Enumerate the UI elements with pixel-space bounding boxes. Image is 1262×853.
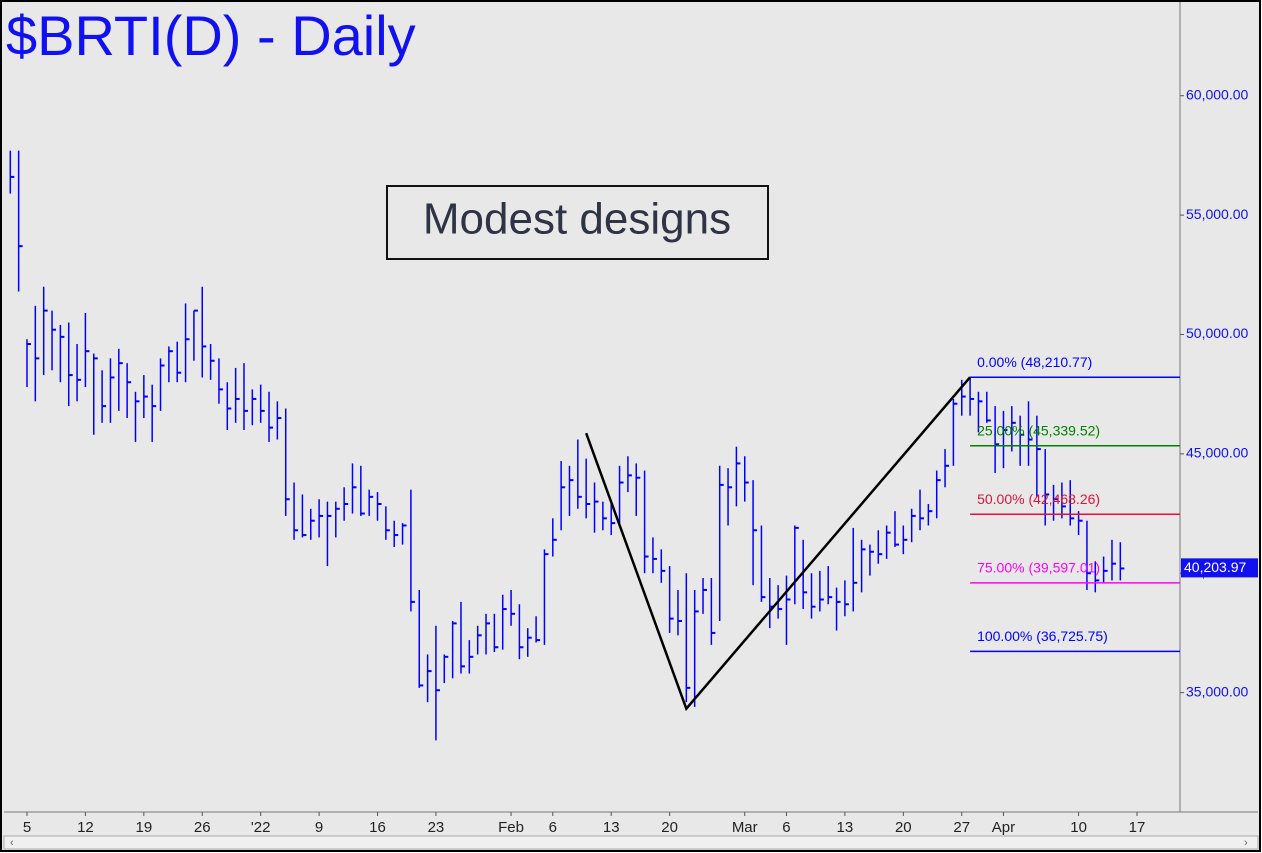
y-tick-label: 45,000.00: [1186, 445, 1248, 461]
last-price-tag: [1181, 558, 1258, 578]
x-tick-label: 20: [895, 819, 912, 836]
x-tick-label: Apr: [992, 819, 1015, 836]
x-tick-label: 26: [194, 819, 211, 836]
scrollbar[interactable]: [3, 835, 1259, 850]
y-tick-label: 55,000.00: [1186, 206, 1248, 222]
x-tick-label: 27: [953, 819, 970, 836]
x-tick-label: 13: [603, 819, 620, 836]
x-tick-label: 5: [23, 819, 31, 836]
annotation: Modest designs: [423, 195, 731, 244]
fib-label: 0.00% (48,210.77): [977, 354, 1092, 370]
x-tick-label: 9: [315, 819, 323, 836]
scroll-left[interactable]: ‹: [10, 837, 14, 849]
x-tick-label: 6: [782, 819, 790, 836]
y-tick-label: 50,000.00: [1186, 325, 1248, 341]
last-price-label: 40,203.97: [1184, 559, 1246, 575]
x-tick-label: 10: [1070, 819, 1087, 836]
annotation-box: [386, 185, 769, 260]
x-tick-label: 23: [428, 819, 445, 836]
chart-title: $BRTI(D) - Daily: [6, 4, 416, 67]
x-tick-label: Mar: [732, 819, 758, 836]
x-tick-label: 16: [369, 819, 386, 836]
fib-label: 25.00% (45,339.52): [977, 422, 1100, 438]
pattern-line: [584, 376, 972, 712]
x-tick-label: 19: [135, 819, 152, 836]
x-tick-label: 13: [837, 819, 854, 836]
y-tick-label: 60,000.00: [1186, 86, 1248, 102]
fib-label: 100.00% (36,725.75): [977, 628, 1108, 644]
fib-label: 75.00% (39,597.01): [977, 560, 1100, 576]
x-tick-label: 17: [1129, 819, 1146, 836]
x-tick-label: 20: [661, 819, 678, 836]
y-tick-label: 35,000.00: [1186, 683, 1248, 699]
fib-label: 50.00% (42,468.26): [977, 491, 1100, 507]
x-tick-label: 6: [549, 819, 557, 836]
x-tick-label: '22: [251, 819, 271, 836]
scroll-right[interactable]: ›: [1244, 837, 1248, 849]
x-tick-label: Feb: [498, 819, 524, 836]
x-tick-label: 12: [77, 819, 94, 836]
